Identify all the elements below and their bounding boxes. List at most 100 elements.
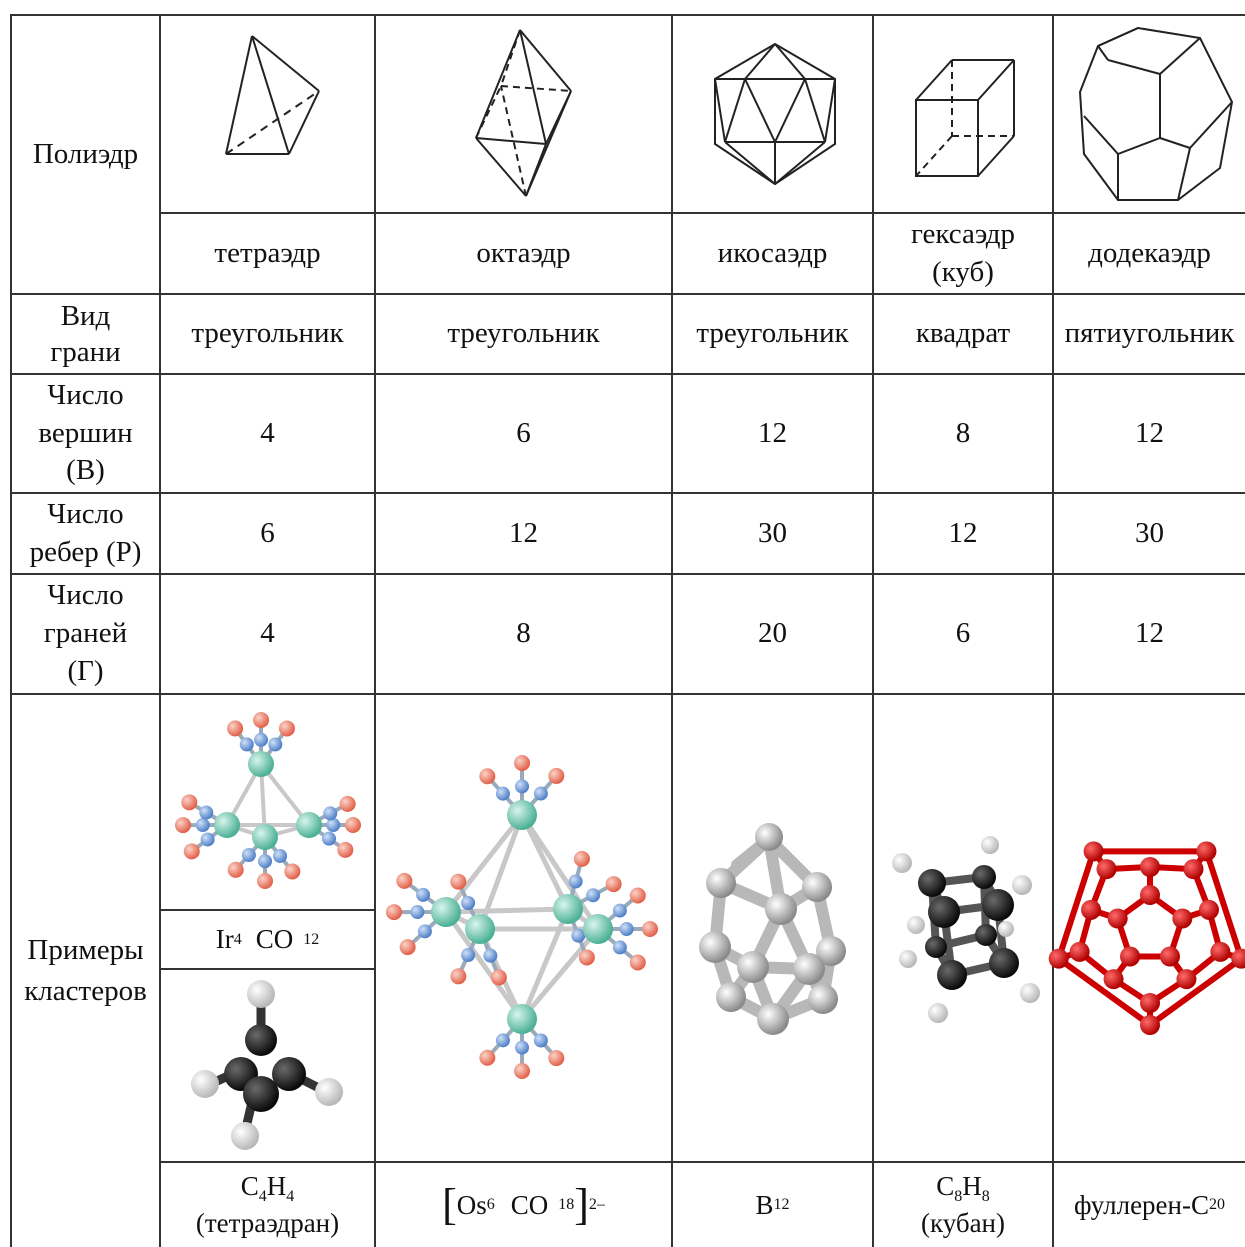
face-type-dodeca: пятиугольник: [1064, 317, 1235, 350]
oxygen-atom: [257, 873, 274, 889]
carbon-atom: [1140, 857, 1160, 877]
carbon-atom: [461, 895, 476, 910]
oxygen-atom: [386, 904, 403, 921]
carbon-atom: [1103, 969, 1124, 990]
b12-model-icon: [699, 823, 846, 1035]
vertices-tetra: 4: [260, 416, 275, 449]
edges-tetra: 6: [260, 516, 275, 549]
carbon-atom: [241, 848, 256, 863]
vertices-header: Число вершин (В): [38, 378, 133, 487]
ir4-split-top: [159, 909, 375, 911]
carbon-atom: [1107, 908, 1128, 929]
faces-tetra: 4: [260, 617, 275, 650]
oxygen-atom: [479, 768, 496, 785]
oxygen-atom: [253, 712, 270, 728]
carbon-atom: [1069, 941, 1090, 962]
carbon-atom: [1081, 899, 1102, 920]
carbon-atom: [1210, 941, 1231, 962]
faces-header: Число граней (Г): [43, 579, 128, 687]
col-line-4: [872, 14, 874, 1247]
carbon-atom: [254, 732, 269, 747]
carbon-atom: [410, 905, 425, 920]
name-hexa: гексаэдр (куб): [910, 217, 1016, 288]
formula-ir4-co12: Ir 4 CO 12: [215, 924, 320, 955]
carbon-atom: [533, 786, 548, 801]
oxygen-atom: [578, 949, 595, 966]
row-line-3: [10, 373, 1245, 375]
face-type-tetra: треугольник: [191, 317, 344, 350]
vertices-dodeca: 12: [1135, 416, 1164, 449]
carbon-atom: [586, 888, 601, 903]
carbon-atom: [515, 1040, 530, 1055]
oxygen-atom: [399, 939, 416, 956]
osmium-atom: [553, 894, 583, 924]
faces-hexa: 6: [955, 617, 971, 650]
carbon-atom: [199, 805, 214, 820]
oxygen-atom: [278, 720, 295, 737]
col-line-3: [671, 14, 673, 1247]
oxygen-atom: [227, 861, 244, 878]
oxygen-atom: [339, 795, 356, 812]
carbon-atom: [195, 818, 210, 833]
oxygen-atom: [573, 850, 590, 867]
oxygen-atom: [183, 843, 200, 860]
carbon-atom: [200, 832, 215, 847]
carbon-atom: [1231, 948, 1245, 969]
fullerene-c20-model-icon: [1048, 841, 1245, 1035]
carbon-atom: [1140, 993, 1160, 1013]
carbon-atom: [273, 848, 288, 863]
carbon-atom: [321, 831, 336, 846]
osmium-atom: [431, 897, 461, 927]
vertices-icosa: 12: [758, 416, 787, 449]
cubane-model-icon: [892, 836, 1040, 1023]
oxygen-atom: [490, 969, 507, 986]
table-border-top: [10, 14, 1245, 16]
carbon-atom: [1198, 899, 1219, 920]
oxygen-atom: [479, 1049, 496, 1066]
oxygen-atom: [629, 954, 646, 971]
carbon-atom: [1083, 841, 1104, 862]
oxygen-atom: [227, 720, 244, 737]
carbon-atom: [1096, 859, 1117, 880]
oxygen-atom: [514, 755, 531, 771]
os6-co18-model-icon: [386, 755, 658, 1079]
dodecahedron-icon: [1078, 26, 1234, 201]
carbon-atom: [619, 922, 634, 936]
iridium-atom: [252, 824, 278, 850]
face-type-hexa: квадрат: [915, 317, 1011, 350]
carbon-atom: [612, 940, 627, 955]
carbon-atom: [268, 737, 283, 752]
col-line-5: [1052, 14, 1054, 1247]
name-tetra: тетраэдр: [214, 236, 321, 269]
carbon-atom: [239, 737, 254, 752]
formula-c8h8: C8H8 (кубан): [920, 1170, 1006, 1238]
name-dodeca: додекаэдр: [1088, 236, 1211, 269]
octahedron-icon: [475, 29, 572, 197]
oxygen-atom: [450, 968, 467, 985]
edges-header: Число ребер (Р): [29, 497, 142, 568]
examples-header: Примеры кластеров: [24, 934, 147, 1007]
face-type-icosa: треугольник: [696, 317, 849, 350]
name-icosa: икосаэдр: [717, 236, 828, 269]
row-line-6: [10, 693, 1245, 695]
oxygen-atom: [175, 817, 192, 834]
carbon-atom: [1048, 948, 1069, 969]
ir4-split-bottom: [159, 968, 375, 970]
oxygen-atom: [337, 841, 354, 858]
face-type-header: Вид грани: [50, 299, 121, 368]
carbon-atom: [483, 948, 498, 963]
carbon-atom: [612, 903, 627, 918]
formula-b12: B 12: [755, 1189, 790, 1220]
carbon-atom: [326, 818, 341, 832]
carbon-atom: [495, 1033, 510, 1048]
row-line-1: [159, 212, 1245, 214]
vertices-octa: 6: [516, 416, 531, 449]
osmium-atom: [583, 914, 613, 944]
iridium-atom: [296, 812, 322, 838]
carbon-atom: [1140, 1015, 1160, 1035]
carbon-atom: [461, 948, 476, 963]
vertices-hexa: 8: [955, 416, 971, 449]
carbon-atom: [515, 779, 530, 794]
carbon-atom: [571, 928, 586, 943]
oxygen-atom: [629, 887, 646, 904]
